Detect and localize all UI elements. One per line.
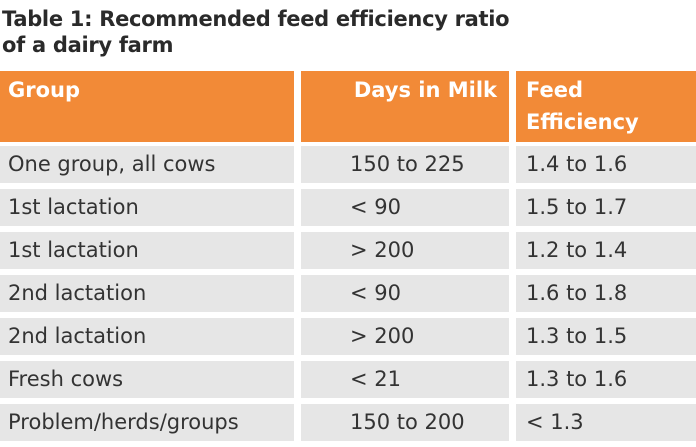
days-in-milk-cell: > 200 xyxy=(301,232,509,269)
header-feed-line1: Feed xyxy=(526,78,584,102)
feed-efficiency-cell: 1.4 to 1.6 xyxy=(516,146,696,183)
group-cell: One group, all cows xyxy=(0,146,294,183)
group-cell: 1st lactation xyxy=(0,189,294,226)
table-row: Problem/herds/groups 150 to 200 < 1.3 xyxy=(0,404,696,441)
header-group: Group xyxy=(0,71,294,142)
feed-efficiency-cell: 1.3 to 1.5 xyxy=(516,318,696,355)
feed-efficiency-cell: < 1.3 xyxy=(516,404,696,441)
table-title: Table 1: Recommended feed efficiency rat… xyxy=(2,6,510,58)
header-days-in-milk: Days in Milk xyxy=(301,71,509,142)
days-in-milk-cell: 150 to 225 xyxy=(301,146,509,183)
group-cell: 2nd lactation xyxy=(0,318,294,355)
table-row: 2nd lactation > 200 1.3 to 1.5 xyxy=(0,318,696,355)
feed-efficiency-cell: 1.6 to 1.8 xyxy=(516,275,696,312)
feed-efficiency-cell: 1.3 to 1.6 xyxy=(516,361,696,398)
days-in-milk-cell: < 21 xyxy=(301,361,509,398)
table-row: 2nd lactation < 90 1.6 to 1.8 xyxy=(0,275,696,312)
days-in-milk-cell: < 90 xyxy=(301,275,509,312)
header-feed-efficiency: Feed Efficiency xyxy=(516,71,696,142)
feed-efficiency-cell: 1.5 to 1.7 xyxy=(516,189,696,226)
header-row: Group Days in Milk Feed Efficiency xyxy=(0,71,696,142)
table-row: 1st lactation > 200 1.2 to 1.4 xyxy=(0,232,696,269)
days-in-milk-cell: > 200 xyxy=(301,318,509,355)
table-row: 1st lactation < 90 1.5 to 1.7 xyxy=(0,189,696,226)
days-in-milk-cell: < 90 xyxy=(301,189,509,226)
table-row: One group, all cows 150 to 225 1.4 to 1.6 xyxy=(0,146,696,183)
days-in-milk-cell: 150 to 200 xyxy=(301,404,509,441)
group-cell: Problem/herds/groups xyxy=(0,404,294,441)
header-feed-line2: Efficiency xyxy=(526,110,639,134)
feed-efficiency-table: Group Days in Milk Feed Efficiency One g… xyxy=(0,71,696,447)
group-cell: 1st lactation xyxy=(0,232,294,269)
group-cell: 2nd lactation xyxy=(0,275,294,312)
title-line-2: of a dairy farm xyxy=(2,33,174,57)
feed-efficiency-cell: 1.2 to 1.4 xyxy=(516,232,696,269)
group-cell: Fresh cows xyxy=(0,361,294,398)
title-line-1: Table 1: Recommended feed efficiency rat… xyxy=(2,7,510,31)
table-row: Fresh cows < 21 1.3 to 1.6 xyxy=(0,361,696,398)
